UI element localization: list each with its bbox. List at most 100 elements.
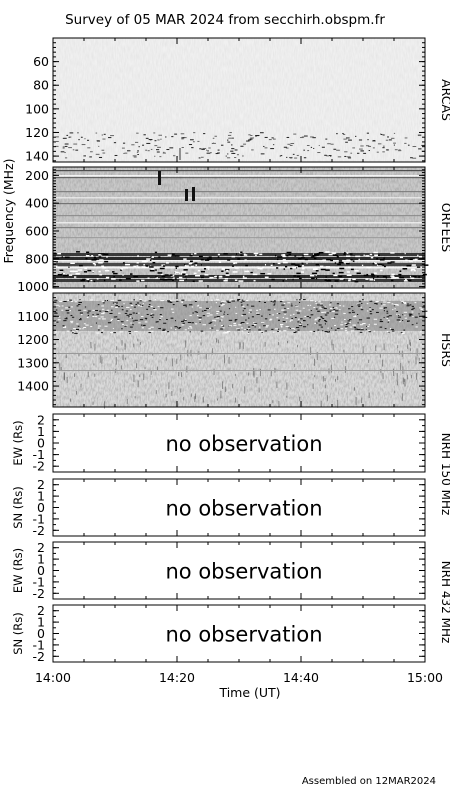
speckle [257,267,260,270]
speckle [373,279,376,281]
speckle [174,320,176,322]
speckle [54,321,57,323]
speckle [142,266,147,268]
speckle [288,253,292,256]
speckle [241,299,244,301]
y-tick-label: 1400 [17,379,49,394]
speckle [99,355,101,363]
speckle [199,307,202,309]
speckle [150,326,154,328]
band [53,301,425,331]
speckle [242,300,245,302]
speckle [86,317,89,319]
speckle [183,269,188,271]
speckle [85,324,89,326]
speckle [224,357,226,364]
speckle [328,155,332,157]
speckle [312,137,316,139]
speckle [392,309,394,311]
speckle [194,300,197,302]
speckle [112,327,114,329]
speckle [216,313,219,315]
speckle [332,254,337,256]
speckle [187,327,190,329]
speckle [218,276,223,278]
speckle [312,383,314,389]
speckle [338,260,343,262]
speckle [101,308,105,310]
speckle [297,329,300,331]
speckle [259,326,261,328]
speckle [61,256,63,258]
speckle [139,319,144,321]
speckle [224,311,226,313]
speckle [398,273,402,276]
speckle [240,304,243,306]
speckle [157,139,160,141]
speckle [104,325,108,327]
speckle [403,378,405,383]
speckle [264,341,266,347]
speckle [211,299,213,301]
speckle [368,331,372,333]
speckle [331,311,335,313]
speckle [104,269,110,272]
speckle [155,277,158,279]
speckle [333,308,336,310]
speckle [294,328,296,330]
y-tick-label: 1000 [17,279,49,294]
speckle [310,300,314,302]
speckle [70,398,72,402]
speckle [74,330,76,332]
speckle [352,309,354,311]
speckle [164,274,169,276]
speckle [237,329,241,331]
speckle [340,328,344,330]
speckle [142,324,145,326]
speckle [231,255,236,258]
speckle [390,275,394,277]
speckle [346,274,352,276]
speckle [74,329,78,331]
speckle [321,146,325,148]
speckle [270,300,273,302]
speckle [228,137,232,139]
speckle [278,313,281,315]
speckle [217,253,220,256]
speckle [151,268,155,270]
speckle [314,254,319,256]
speckle [190,393,192,397]
speckle [126,306,130,308]
speckle [159,318,162,320]
speckle [217,256,220,258]
speckle [155,390,157,394]
speckle [228,308,231,310]
speckle [316,322,318,324]
speckle [87,254,90,256]
y-tick-label: 0 [37,626,45,641]
nrh-432-label: NRH 432 MHz [439,561,450,644]
speckle [238,324,242,326]
speckle [354,328,358,330]
speckle [87,314,90,316]
speckle [261,315,263,317]
speckle [410,157,413,159]
speckle [267,309,271,311]
speckle [220,301,224,303]
y-tick-label: 100 [25,101,49,116]
speckle [132,320,135,322]
speckle [336,256,339,258]
speckle [297,318,300,320]
frequency-axis-label: Frequency (MHz) [1,158,16,263]
speckle [409,304,412,306]
speckle [282,316,284,318]
y-tick-label: 60 [33,54,49,69]
speckle [209,276,214,279]
speckle [221,268,225,270]
speckle [129,273,133,275]
speckle [244,259,247,261]
speckle [424,312,428,314]
speckle [65,317,68,319]
speckle [178,276,183,279]
